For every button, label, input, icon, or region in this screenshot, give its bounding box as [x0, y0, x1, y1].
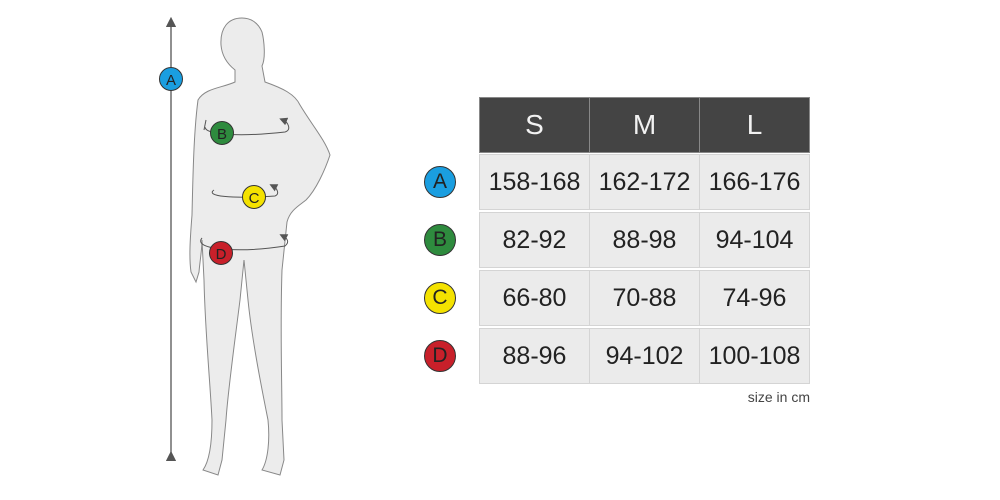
table-cell: 100-108 — [699, 328, 810, 384]
hip-measure-line — [200, 234, 289, 251]
table-cell: 158-168 — [479, 154, 590, 210]
header-size-s: S — [479, 97, 590, 153]
mannequin-figure: A B C D — [159, 16, 331, 476]
marker-c — [242, 185, 266, 209]
marker-a — [159, 67, 183, 91]
marker-d — [209, 241, 233, 265]
marker-b-label: B — [217, 126, 227, 143]
header-size-l: L — [699, 97, 810, 153]
marker-d-label: D — [216, 246, 227, 263]
row-badge-d: D — [424, 340, 456, 372]
row-badge-a: A — [424, 166, 456, 198]
unit-note: size in cm — [747, 389, 810, 405]
table-cell: 94-102 — [589, 328, 700, 384]
row-badge-b: B — [424, 224, 456, 256]
waist-measure-line — [211, 184, 279, 198]
table-cell: 82-92 — [479, 212, 590, 268]
table-cell: 88-98 — [589, 212, 700, 268]
table-cell: 94-104 — [699, 212, 810, 268]
marker-b — [210, 121, 234, 145]
table-cell: 166-176 — [699, 154, 810, 210]
row-badge-c: C — [424, 282, 456, 314]
header-size-m: M — [589, 97, 700, 153]
table-cell: 66-80 — [479, 270, 590, 326]
marker-a-label: A — [166, 72, 176, 89]
table-cell: 88-96 — [479, 328, 590, 384]
table-cell: 74-96 — [699, 270, 810, 326]
marker-c-label: C — [249, 190, 260, 207]
table-cell: 162-172 — [589, 154, 700, 210]
table-cell: 70-88 — [589, 270, 700, 326]
